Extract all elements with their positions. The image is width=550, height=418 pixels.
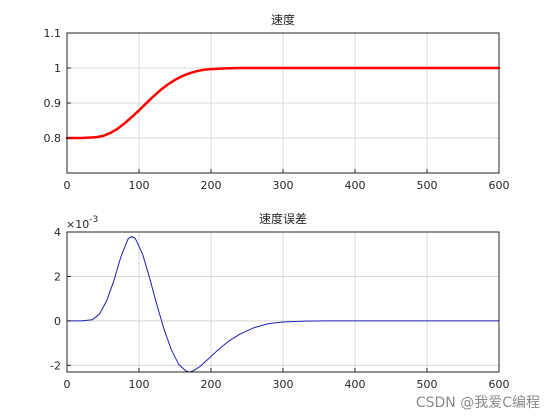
speed-error-title: 速度误差 bbox=[259, 211, 307, 226]
speed-error-y-tick-labels: -2 0 2 4 bbox=[50, 226, 71, 372]
x-tick-label: 600 bbox=[489, 378, 510, 391]
x-tick-label: 300 bbox=[273, 179, 294, 192]
x-tick-label: 400 bbox=[345, 378, 366, 391]
y-exponent-power: -3 bbox=[89, 215, 98, 225]
y-exponent-label: ×10-3 bbox=[66, 215, 98, 231]
x-tick-label: 300 bbox=[273, 378, 294, 391]
series-line bbox=[66, 235, 500, 373]
speed-x-tick-labels: 0 100 200 300 400 500 600 bbox=[64, 169, 510, 192]
x-tick-label: 600 bbox=[489, 179, 510, 192]
x-tick-label: 500 bbox=[417, 179, 438, 192]
speed-title: 速度 bbox=[271, 12, 295, 27]
y-tick-label: -2 bbox=[50, 359, 61, 372]
speed-error-series bbox=[66, 235, 500, 373]
y-tick-label: 4 bbox=[54, 226, 61, 239]
y-tick-label: 0 bbox=[54, 315, 61, 328]
y-tick-label: 2 bbox=[54, 270, 61, 283]
x-tick-label: 200 bbox=[201, 179, 222, 192]
x-tick-label: 400 bbox=[345, 179, 366, 192]
y-tick-label: 0.8 bbox=[44, 132, 62, 145]
x-tick-label: 100 bbox=[129, 179, 150, 192]
speed-error-x-tick-labels: 0 100 200 300 400 500 600 bbox=[64, 368, 510, 391]
y-tick-label: 0.9 bbox=[44, 97, 62, 110]
series-line bbox=[65, 66, 501, 140]
y-exponent-base: ×10 bbox=[66, 218, 89, 231]
watermark-text: CSDN @我爱C编程 bbox=[415, 395, 540, 411]
x-tick-label: 0 bbox=[64, 378, 71, 391]
speed-y-tick-labels: 0.8 0.9 1 1.1 bbox=[44, 27, 71, 145]
speed-series bbox=[65, 66, 501, 140]
y-tick-label: 1 bbox=[54, 62, 61, 75]
x-tick-label: 500 bbox=[417, 378, 438, 391]
x-tick-label: 200 bbox=[201, 378, 222, 391]
x-tick-label: 100 bbox=[129, 378, 150, 391]
y-tick-label: 1.1 bbox=[44, 27, 62, 40]
x-tick-label: 0 bbox=[64, 179, 71, 192]
